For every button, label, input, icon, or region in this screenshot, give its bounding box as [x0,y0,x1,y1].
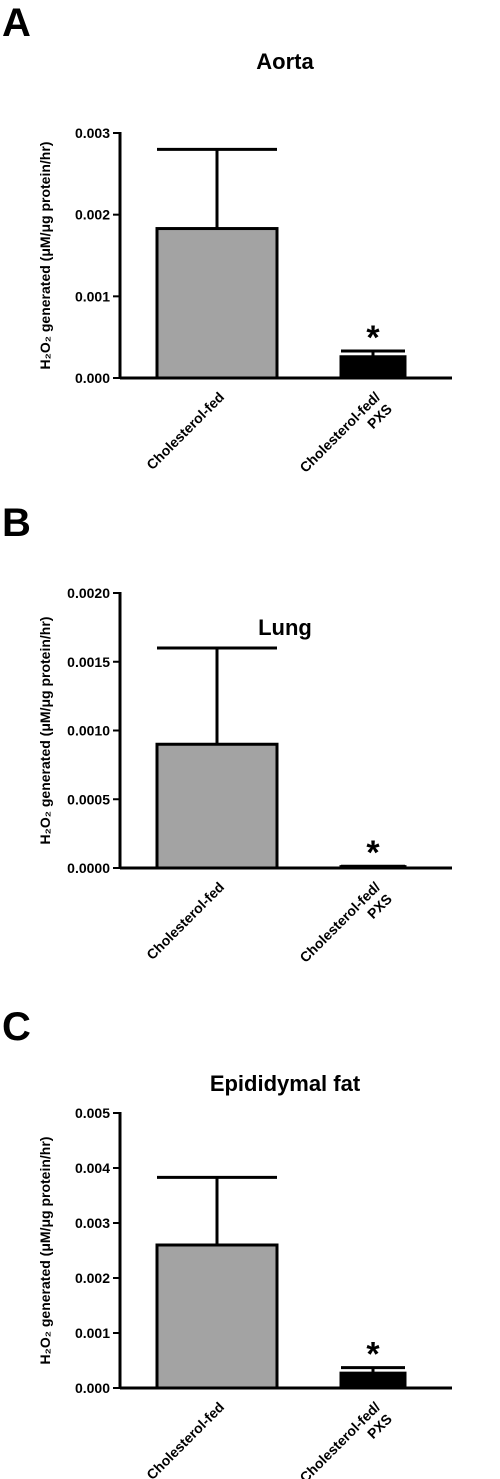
y-tick-label: 0.0010 [67,723,110,739]
bar [155,227,279,380]
chart-title: Lung [258,615,312,640]
chart: B Lung Cholesterol-fed * Cholesterol-fed/PXS… [2,501,452,978]
y-tick-label: 0.0020 [67,585,110,601]
significance-label: * [366,834,380,872]
x-tick-label: Cholesterol-fed [143,389,227,473]
significance-label: * [366,319,380,357]
y-tick-label: 0.001 [75,1325,110,1341]
bar [339,1371,407,1390]
bar [155,1243,279,1390]
y-tick-label: 0.000 [75,370,110,386]
y-tick-label: 0.002 [75,207,110,223]
y-tick-label: 0.003 [75,1215,110,1231]
chart: A Aorta Cholesterol-fed * Cholesterol-fed/PX… [2,1,452,488]
x-tick-label: Cholesterol-fed/PXS [296,879,395,978]
x-tick-label: Cholesterol-fed [143,1399,227,1479]
x-tick-label: Cholesterol-fed [143,879,227,963]
panel-label: C [2,1005,31,1049]
y-tick-label: 0.000 [75,1380,110,1396]
x-tick-label: Cholesterol-fed/PXS [296,1399,395,1479]
y-tick-label: 0.0015 [67,654,110,670]
y-axis-label: H₂O₂ generated (μM/μg protein/hr) [37,617,53,845]
y-axis-label: H₂O₂ generated (μM/μg protein/hr) [37,142,53,370]
chart-title: Aorta [256,49,314,74]
bar [339,355,407,380]
y-tick-label: 0.0000 [67,860,110,876]
y-tick-label: 0.001 [75,288,110,304]
y-tick-label: 0.004 [75,1160,110,1176]
y-axis-label: H₂O₂ generated (μM/μg protein/hr) [37,1137,53,1365]
panel-label: A [2,1,31,45]
y-tick-label: 0.0005 [67,791,110,807]
chart: C Epididymal fat Cholesterol-fed * Cholester… [2,1005,452,1479]
y-tick-label: 0.002 [75,1270,110,1286]
significance-label: * [366,1336,380,1374]
x-tick-label: Cholesterol-fed/PXS [296,389,395,488]
y-tick-label: 0.005 [75,1105,110,1121]
panel-label: B [2,501,31,545]
bar [155,742,279,870]
chart-title: Epididymal fat [210,1071,361,1096]
y-tick-label: 0.003 [75,125,110,141]
